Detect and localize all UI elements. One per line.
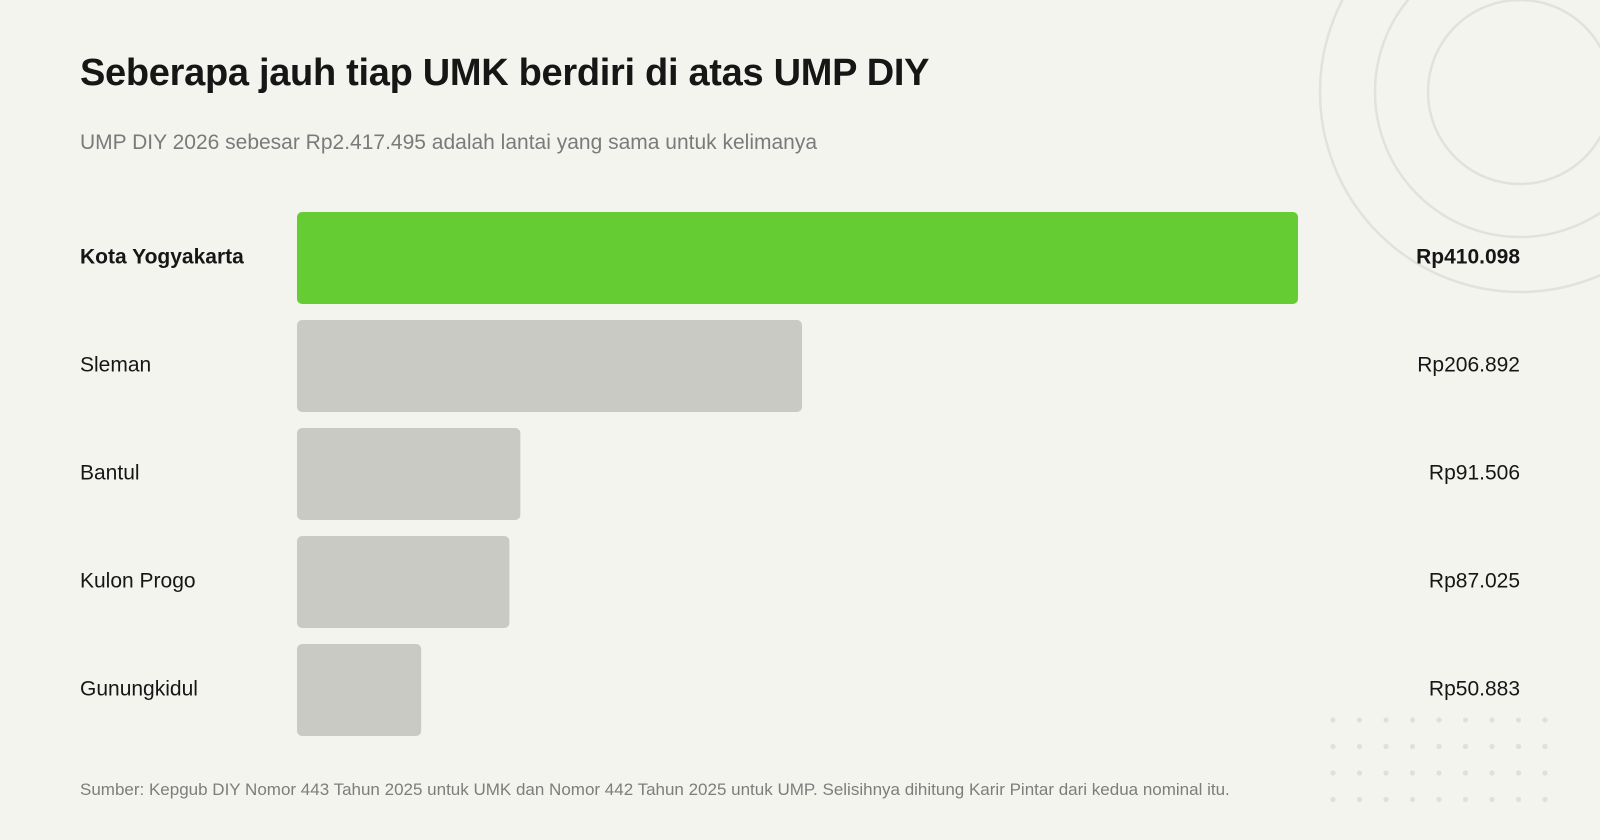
bar (297, 644, 422, 736)
chart-subtitle: UMP DIY 2026 sebesar Rp2.417.495 adalah … (80, 131, 818, 154)
value-label: Rp87.025 (1429, 570, 1520, 593)
category-label: Kulon Progo (80, 570, 196, 593)
bar-row: Gunungkidul Rp50.883 (80, 644, 1520, 736)
bar-row: Kota Yogyakarta Rp410.098 (80, 212, 1520, 304)
bar (297, 428, 521, 520)
bar-row: Kulon Progo Rp87.025 (80, 536, 1520, 628)
value-label: Rp50.883 (1429, 678, 1520, 701)
bar (297, 536, 510, 628)
category-label: Gunungkidul (80, 678, 198, 701)
category-label: Sleman (80, 354, 151, 377)
value-label: Rp91.506 (1429, 462, 1520, 485)
bar (297, 212, 1298, 304)
bar (297, 320, 802, 412)
category-label: Bantul (80, 462, 140, 485)
category-label: Kota Yogyakarta (80, 246, 244, 269)
chart-title: Seberapa jauh tiap UMK berdiri di atas U… (80, 52, 930, 94)
bar-row: Bantul Rp91.506 (80, 428, 1520, 520)
value-label: Rp410.098 (1416, 246, 1520, 269)
source-note: Sumber: Kepgub DIY Nomor 443 Tahun 2025 … (80, 780, 1230, 799)
value-label: Rp206.892 (1417, 354, 1520, 377)
bar-row: Sleman Rp206.892 (80, 320, 1520, 412)
